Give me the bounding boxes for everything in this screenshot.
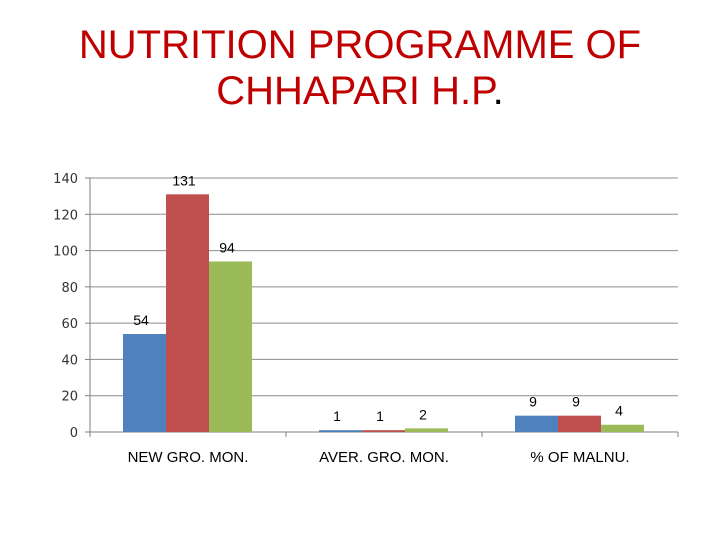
bar	[166, 194, 209, 432]
title-line-2: CHHAPARI H.P.	[0, 68, 720, 114]
bar	[123, 334, 166, 432]
y-tick-label: 80	[61, 281, 78, 296]
data-label: 54	[133, 312, 149, 328]
data-label: 2	[419, 406, 427, 422]
data-label: 4	[615, 403, 623, 419]
title-line-1: NUTRITION PROGRAMME OF	[78, 23, 642, 67]
title-dot: .	[492, 69, 504, 113]
y-tick-label: 120	[53, 208, 78, 223]
data-label: 1	[376, 408, 384, 424]
data-label: 9	[572, 394, 580, 410]
category-label: AVER. GRO. MON.	[319, 449, 449, 466]
data-label: 1	[333, 408, 341, 424]
y-tick-label: 140	[53, 172, 78, 187]
y-tick-label: 40	[61, 353, 78, 368]
bar	[515, 415, 558, 432]
bar	[601, 424, 644, 432]
title-line-2-text: CHHAPARI H.P	[216, 69, 493, 113]
bar	[209, 261, 252, 432]
bar	[319, 430, 362, 432]
data-label: 131	[172, 172, 196, 188]
bar	[405, 428, 448, 432]
y-tick-label: 100	[53, 245, 78, 260]
bar	[362, 430, 405, 432]
bar	[558, 415, 601, 432]
y-tick-label: 60	[61, 317, 78, 332]
chart-title: NUTRITION PROGRAMME OF CHHAPARI H.P.	[0, 22, 720, 114]
data-label: 9	[529, 394, 537, 410]
y-tick-label: 20	[61, 390, 78, 405]
category-label: % OF MALNU.	[530, 449, 629, 466]
data-label: 94	[219, 239, 235, 255]
category-label: NEW GRO. MON.	[128, 449, 249, 466]
y-tick-label: 0	[70, 426, 78, 441]
